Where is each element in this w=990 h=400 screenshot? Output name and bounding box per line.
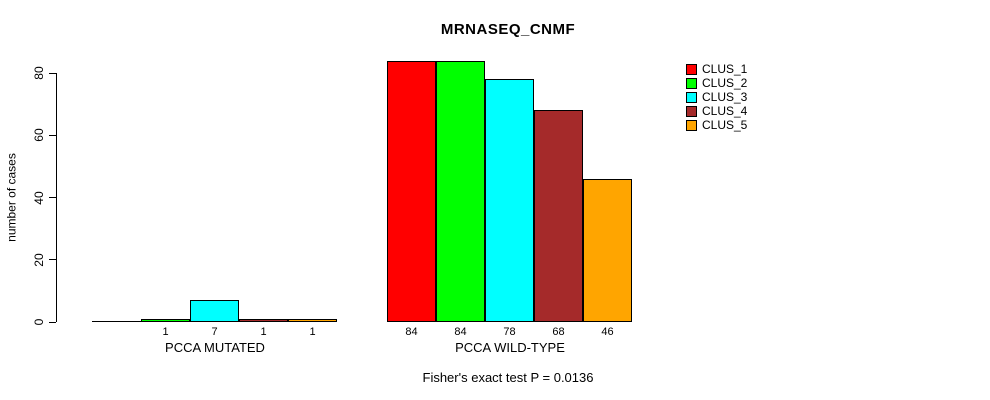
legend-item-clus-3: CLUS_3 (686, 90, 747, 104)
bar-pcca-mutated-clus-1 (92, 321, 141, 322)
legend-label: CLUS_4 (702, 104, 748, 118)
legend-item-clus-1: CLUS_1 (686, 62, 747, 76)
legend: CLUS_1 CLUS_2 CLUS_3 CLUS_4 CLUS_5 (686, 62, 747, 132)
y-tick-mark (49, 197, 56, 198)
bar-pcca-mutated-clus-5 (288, 319, 337, 322)
bar-value-label: 84 (405, 326, 418, 338)
bar-value-label: 78 (503, 326, 516, 338)
bar-value-label: 7 (211, 326, 218, 338)
y-axis-line (56, 73, 57, 322)
legend-swatch-icon (686, 91, 697, 103)
y-tick-mark (49, 321, 56, 323)
legend-label: CLUS_5 (702, 118, 748, 132)
bar-value-label: 1 (260, 326, 267, 338)
bar-value-label: 68 (552, 326, 565, 338)
y-tick-mark (49, 259, 56, 261)
bar-pcca-mutated-clus-2 (141, 319, 190, 322)
legend-swatch-icon (686, 105, 697, 117)
group-label-pcca-wild-type: PCCA WILD-TYPE (455, 340, 565, 355)
bar-pcca-wild-type-clus-3 (485, 79, 534, 322)
group-label-pcca-mutated: PCCA MUTATED (165, 340, 265, 355)
y-tick-label: 60 (32, 128, 46, 142)
legend-item-clus-4: CLUS_4 (686, 104, 747, 118)
y-tick-label: 40 (32, 190, 46, 205)
chart-title: MRNASEQ_CNMF (440, 21, 576, 38)
legend-label: CLUS_1 (702, 62, 748, 76)
y-tick-label: 20 (32, 253, 46, 267)
y-tick-mark (49, 72, 56, 74)
y-tick-label: 0 (32, 318, 46, 326)
bar-pcca-wild-type-clus-2 (436, 61, 485, 322)
y-axis-title: number of cases (4, 153, 19, 242)
legend-swatch-icon (686, 77, 697, 89)
legend-swatch-icon (686, 119, 697, 131)
bar-pcca-wild-type-clus-1 (387, 61, 436, 322)
bar-pcca-wild-type-clus-5 (583, 179, 632, 322)
y-tick-label: 80 (32, 66, 46, 80)
bar-value-label: 1 (309, 326, 316, 338)
fisher-test-annotation: Fisher's exact test P = 0.0136 (422, 370, 594, 385)
bar-value-label: 1 (162, 326, 169, 338)
legend-item-clus-2: CLUS_2 (686, 76, 747, 90)
y-tick-mark (49, 134, 56, 136)
bar-value-label: 84 (454, 326, 467, 338)
bar-pcca-wild-type-clus-4 (534, 110, 583, 322)
legend-label: CLUS_2 (702, 76, 748, 90)
bar-pcca-mutated-clus-4 (239, 319, 288, 322)
legend-swatch-icon (686, 63, 697, 75)
legend-label: CLUS_3 (702, 90, 748, 104)
bar-pcca-mutated-clus-3 (190, 300, 239, 322)
legend-item-clus-5: CLUS_5 (686, 118, 747, 132)
bar-value-label: 46 (601, 326, 614, 338)
